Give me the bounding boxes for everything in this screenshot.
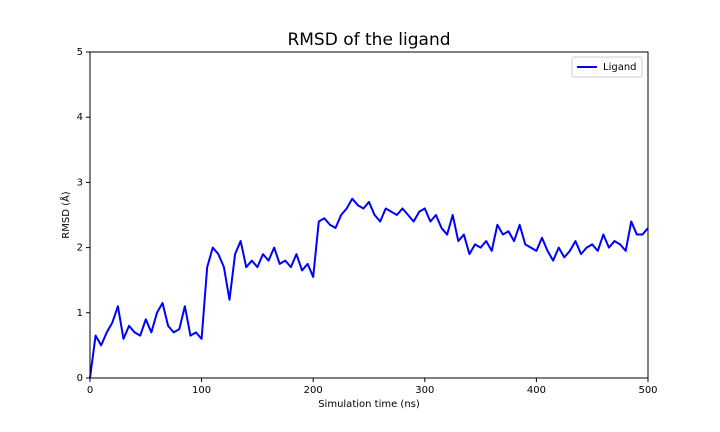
y-tick-label: 3 [77, 177, 83, 188]
x-tick-label: 200 [304, 385, 323, 396]
x-tick-label: 300 [415, 385, 434, 396]
y-tick-label: 0 [77, 373, 83, 384]
x-tick-label: 100 [192, 385, 211, 396]
legend-box [571, 56, 643, 78]
y-tick-label: 5 [77, 47, 83, 58]
y-axis-label: RMSD (Å) [59, 191, 72, 239]
data-line [89, 197, 649, 379]
chart-title: RMSD of the ligand [287, 30, 450, 50]
x-tick-label: 400 [527, 385, 546, 396]
y-tick-label: 1 [77, 308, 83, 319]
x-tick-label: 0 [87, 385, 93, 396]
x-axis-label: Simulation time (ns) [318, 399, 420, 410]
plot-frame [89, 51, 649, 379]
y-tick-label: 4 [77, 112, 83, 123]
x-tick-label: 500 [638, 385, 657, 396]
legend-label: Ligand [603, 62, 637, 73]
y-tick-label: 2 [77, 243, 83, 254]
